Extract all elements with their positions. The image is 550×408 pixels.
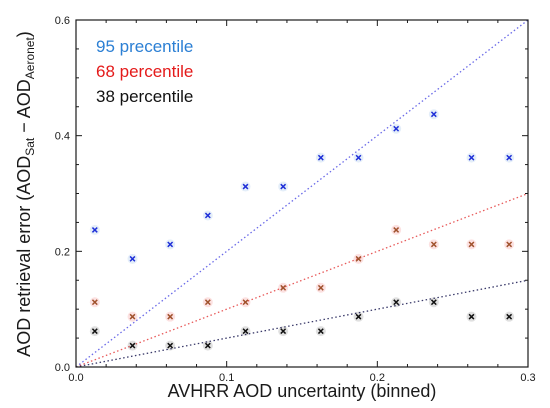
y-label-suffix: ): [14, 31, 34, 37]
x-tick-label: 0.0: [68, 372, 83, 384]
marker-series2-7: [315, 282, 326, 293]
marker-series1-2: [127, 253, 138, 264]
legend-entry-68: 68 percentile: [96, 62, 193, 81]
marker-series3-8: [353, 311, 364, 322]
marker-series1-9: [391, 123, 402, 134]
marker-series2-10: [428, 239, 439, 250]
marker-series2-4: [202, 297, 213, 308]
marker-series3-9: [391, 297, 402, 308]
marker-series1-10: [428, 109, 439, 120]
y-tick-label: 0.2: [55, 246, 70, 258]
legend-entry-38: 38 percentile: [96, 87, 193, 106]
y-label-middle: − AOD: [14, 79, 34, 138]
marker-series3-10: [428, 297, 439, 308]
y-label-sub-sat: Sat: [23, 137, 37, 156]
marker-series1-7: [315, 152, 326, 163]
y-tick-label: 0.6: [55, 15, 70, 27]
x-tick-label: 0.2: [370, 372, 385, 384]
marker-series3-7: [315, 326, 326, 337]
marker-series1-8: [353, 152, 364, 163]
marker-series1-11: [466, 152, 477, 163]
marker-series1-1: [89, 224, 100, 235]
marker-series3-5: [240, 326, 251, 337]
x-axis-label: AVHRR AOD uncertainty (binned): [168, 381, 437, 401]
x-tick-label: 0.3: [520, 372, 535, 384]
axis-ticks: 0.0 0.1 0.2 0.3 0.0 0.2 0.4 0.6: [55, 15, 536, 384]
marker-series2-12: [504, 239, 515, 250]
marker-series3-4: [202, 340, 213, 351]
marker-series1-4: [202, 210, 213, 221]
marker-series3-12: [504, 311, 515, 322]
marker-series2-1: [89, 297, 100, 308]
marker-series1-5: [240, 181, 251, 192]
x-tick-label: 0.1: [219, 372, 234, 384]
legend: 95 precentile 68 percentile 38 percentil…: [96, 37, 193, 106]
legend-entry-95: 95 precentile: [96, 37, 193, 56]
marker-series3-6: [278, 326, 289, 337]
marker-series2-5: [240, 297, 251, 308]
marker-series1-12: [504, 152, 515, 163]
y-axis-label: AOD retrieval error (AODSat − AODAeronet…: [14, 31, 37, 357]
marker-series1-3: [165, 239, 176, 250]
marker-series2-9: [391, 224, 402, 235]
marker-series3-11: [466, 311, 477, 322]
marker-series3-2: [127, 340, 138, 351]
y-tick-label: 0.4: [55, 131, 70, 143]
plot-area: [75, 19, 529, 368]
marker-series2-11: [466, 239, 477, 250]
reference-line-1: [75, 19, 529, 368]
marker-series3-1: [89, 326, 100, 337]
y-label-prefix: AOD retrieval error (AOD: [14, 156, 34, 357]
marker-series1-6: [278, 181, 289, 192]
y-label-sub-aeronet: Aeronet: [23, 37, 37, 80]
marker-series2-8: [353, 253, 364, 264]
reference-line-3: [75, 279, 529, 368]
marker-series2-2: [127, 311, 138, 322]
marker-series2-6: [278, 282, 289, 293]
marker-series2-3: [165, 311, 176, 322]
marker-series3-3: [165, 340, 176, 351]
y-tick-label: 0.0: [55, 362, 70, 374]
reference-line-2: [75, 192, 529, 368]
